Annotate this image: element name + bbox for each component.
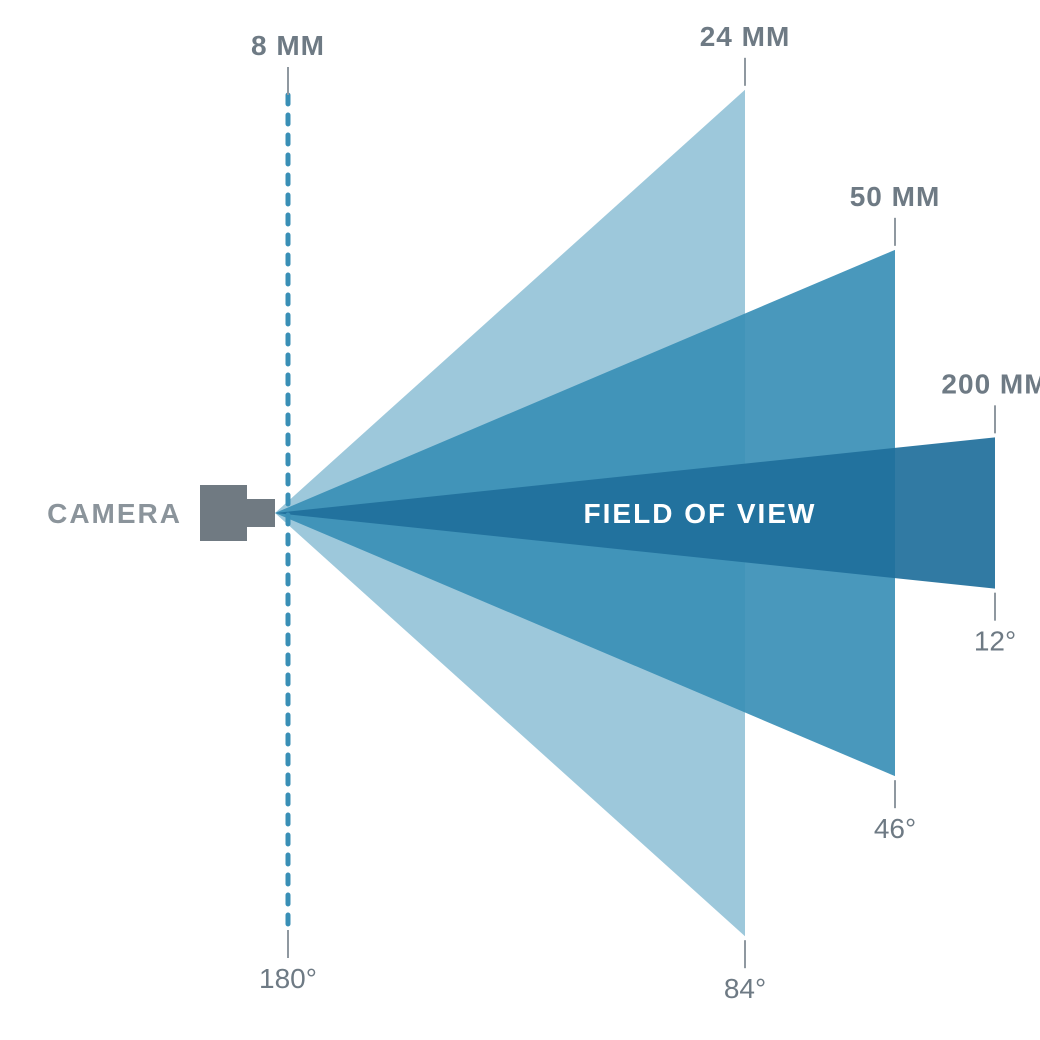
fov-200mm-mm-label: 200 MM [941,368,1040,399]
fov-8mm-mm-label: 8 MM [251,30,325,61]
fov-50mm-deg-label: 46° [874,813,916,844]
fov-50mm-mm-label: 50 MM [850,181,941,212]
field-of-view-label: FIELD OF VIEW [584,498,817,529]
camera-icon [200,485,275,541]
camera-label: CAMERA [47,498,182,529]
fov-24mm-mm-label: 24 MM [700,21,791,52]
fov-24mm-deg-label: 84° [724,973,766,1004]
fov-8mm-deg-label: 180° [259,963,317,994]
fov-200mm-deg-label: 12° [974,626,1016,657]
